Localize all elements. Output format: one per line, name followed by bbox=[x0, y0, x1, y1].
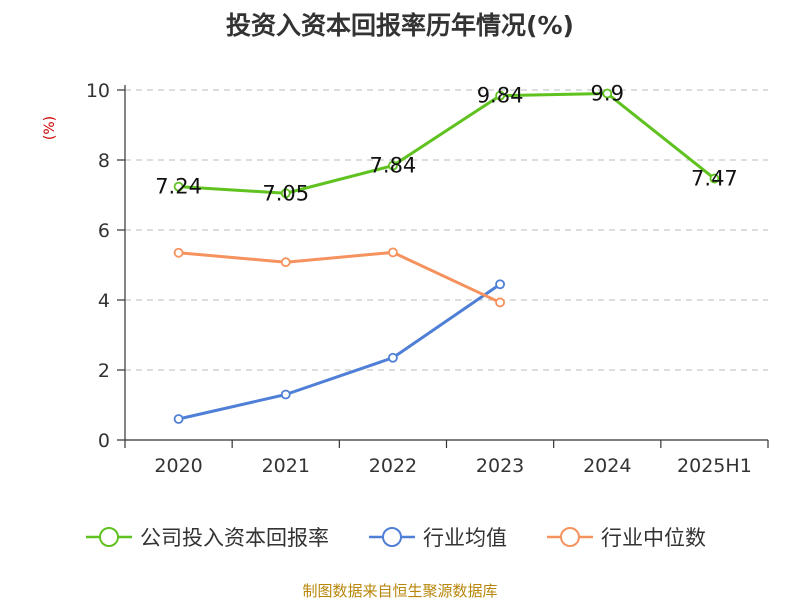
data-label: 7.05 bbox=[262, 181, 309, 205]
x-tick-label: 2025H1 bbox=[677, 455, 752, 477]
legend-label: 公司投入资本回报率 bbox=[140, 526, 329, 550]
data-label: 7.24 bbox=[155, 175, 202, 199]
data-point bbox=[280, 257, 291, 268]
legend-item-2: 行业中位数 bbox=[547, 526, 706, 550]
x-tick-label: 2021 bbox=[262, 455, 310, 477]
legend-label: 行业均值 bbox=[423, 526, 507, 550]
data-point bbox=[388, 352, 398, 363]
x-tick-label: 2024 bbox=[583, 455, 631, 477]
data-point bbox=[173, 181, 184, 192]
series-lines bbox=[173, 88, 720, 424]
legend-swatch-marker bbox=[382, 527, 402, 547]
y-tick-label: 6 bbox=[98, 220, 110, 242]
data-labels: 7.24 7.05 7.84 9.84 9.9 7.47 bbox=[155, 82, 738, 206]
data-label: 9.9 bbox=[591, 82, 624, 106]
y-tick-label: 4 bbox=[98, 290, 110, 312]
data-label: 9.84 bbox=[477, 84, 524, 108]
grid-lines bbox=[125, 89, 768, 371]
data-point bbox=[173, 414, 184, 424]
x-tick-label: 2023 bbox=[476, 455, 524, 477]
chart-title: 投资入资本回报率历年情况(%) bbox=[226, 11, 574, 40]
x-tick-label: 2020 bbox=[154, 455, 202, 477]
series-line-0 bbox=[178, 92, 716, 195]
data-point bbox=[280, 188, 291, 199]
legend-item-1: 行业均值 bbox=[369, 526, 507, 550]
axes: 0 2 4 6 8 10 2020 2021 2022 2023 2024 2025H1 bbox=[86, 80, 769, 477]
y-tick-label: 8 bbox=[98, 150, 110, 172]
legend-swatch-marker bbox=[560, 527, 580, 547]
data-label: 7.84 bbox=[370, 154, 417, 178]
series-line-2 bbox=[178, 250, 501, 304]
y-tick-label: 0 bbox=[98, 430, 110, 452]
legend: 公司投入资本回报率 行业均值 行业中位数 bbox=[86, 526, 706, 550]
data-label: 7.47 bbox=[691, 167, 738, 191]
data-point bbox=[280, 389, 291, 400]
data-point bbox=[495, 279, 505, 290]
y-tick-label: 10 bbox=[86, 80, 110, 102]
data-point bbox=[388, 247, 398, 258]
y-tick-label: 2 bbox=[98, 360, 110, 382]
data-point bbox=[173, 247, 184, 258]
source-note: 制图数据来自恒生聚源数据库 bbox=[302, 582, 498, 600]
legend-swatch-marker bbox=[99, 527, 119, 547]
legend-item-0: 公司投入资本回报率 bbox=[86, 526, 329, 550]
series-line-1 bbox=[178, 283, 501, 421]
data-point bbox=[495, 297, 505, 308]
data-point bbox=[388, 160, 398, 171]
data-point bbox=[709, 173, 720, 184]
data-point bbox=[495, 90, 505, 101]
data-point bbox=[602, 88, 613, 99]
legend-label: 行业中位数 bbox=[601, 526, 706, 550]
x-tick-label: 2022 bbox=[369, 455, 417, 477]
